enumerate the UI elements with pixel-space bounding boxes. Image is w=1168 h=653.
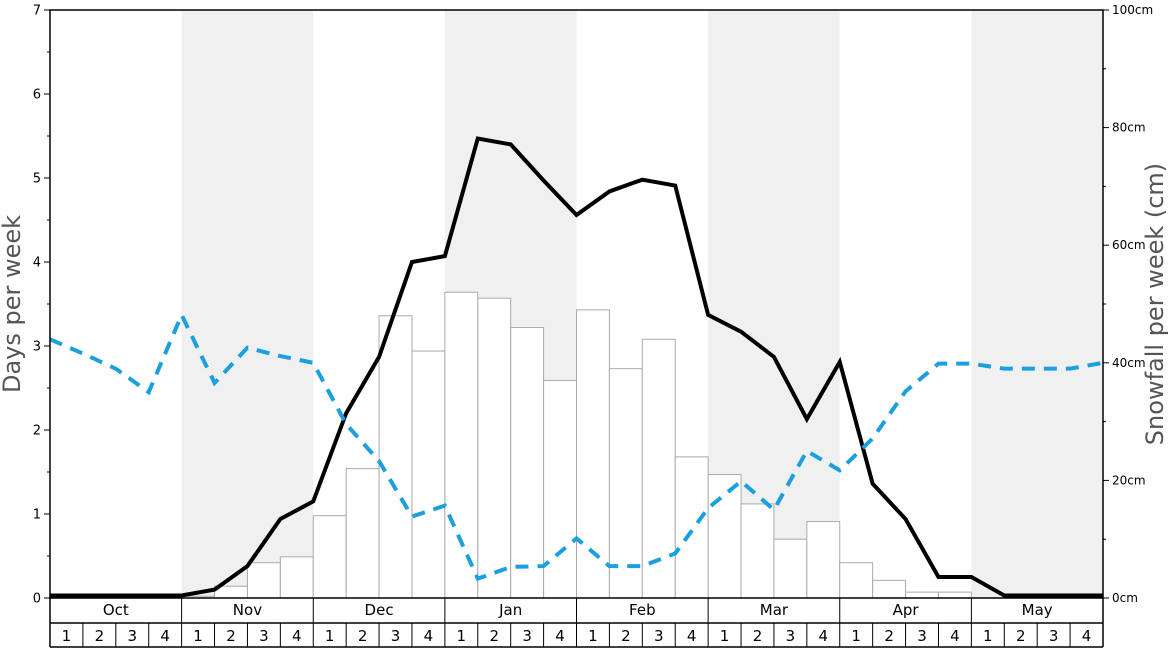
snowfall-bar-25 — [839, 562, 874, 599]
month-label-mar: Mar — [760, 601, 789, 619]
week-label: 3 — [127, 627, 137, 645]
left-tick-label: 2 — [33, 424, 41, 439]
right-axis-title: Snowfall per week (cm) — [1141, 163, 1168, 445]
snowfall-bar-26 — [872, 579, 907, 599]
week-label: 1 — [851, 627, 861, 645]
left-tick-label: 1 — [33, 508, 41, 523]
right-tick-label: 80cm — [1112, 121, 1146, 135]
week-label: 4 — [555, 627, 565, 645]
month-label-apr: Apr — [893, 601, 920, 619]
snowfall-bar-22 — [740, 503, 775, 599]
left-axis-title: Days per week — [0, 215, 26, 393]
week-label: 3 — [391, 627, 401, 645]
week-label: 3 — [786, 627, 796, 645]
month-shade-nov — [181, 10, 314, 598]
snowfall-bar-7 — [246, 562, 281, 599]
week-label: 2 — [884, 627, 894, 645]
left-tick-label: 6 — [33, 88, 41, 103]
snowfall-bar-16 — [543, 379, 577, 599]
week-label: 2 — [358, 627, 368, 645]
snowfall-bar-14 — [477, 297, 512, 599]
week-label: 4 — [160, 627, 170, 645]
left-axis: 0 1 2 3 4 5 6 7 — [33, 4, 50, 607]
right-tick-label: 40cm — [1112, 356, 1146, 370]
week-label: 1 — [720, 627, 730, 645]
week-label: 1 — [983, 627, 993, 645]
right-tick-label: 0cm — [1112, 591, 1138, 605]
right-tick-label: 100cm — [1112, 3, 1153, 17]
snowfall-bar-23 — [773, 538, 808, 599]
week-label: 2 — [489, 627, 499, 645]
week-label: 1 — [325, 627, 335, 645]
snowfall-bar-15 — [510, 327, 545, 599]
week-label: 4 — [1082, 627, 1092, 645]
snowfall-bar-28 — [937, 591, 972, 599]
snowfall-bar-10 — [345, 468, 380, 599]
snowfall-bar-27 — [905, 591, 939, 599]
snowfall-bar-11 — [378, 315, 413, 599]
week-label: 4 — [424, 627, 434, 645]
dashed-line-series — [49, 310, 1104, 582]
week-label: 3 — [522, 627, 532, 645]
week-label: 4 — [687, 627, 697, 645]
left-tick-label: 3 — [33, 340, 41, 355]
week-label: 3 — [259, 627, 269, 645]
right-tick-label: 20cm — [1112, 473, 1146, 487]
left-tick-label: 4 — [33, 256, 41, 271]
week-label: 2 — [1016, 627, 1026, 645]
x-axis: Oct Nov Dec Jan Feb Mar Apr May 1 2 3 4 1 2 3 4 1 2 3 4 1 2 3 4… — [49, 598, 1104, 648]
week-label: 3 — [654, 627, 664, 645]
left-tick-label: 7 — [33, 4, 41, 19]
week-label: 1 — [588, 627, 598, 645]
week-label: 2 — [226, 627, 236, 645]
solid-line — [50, 136, 1103, 598]
dashed-line — [49, 310, 1104, 582]
month-label-may: May — [1022, 601, 1053, 619]
week-label: 4 — [292, 627, 302, 645]
snowfall-bar-21 — [707, 474, 742, 599]
week-label: 2 — [753, 627, 763, 645]
week-label: 4 — [819, 627, 829, 645]
month-label-jan: Jan — [498, 601, 522, 619]
snowfall-bar-8 — [279, 556, 314, 599]
snowfall-bar-12 — [411, 350, 446, 599]
snowfall-bar-20 — [674, 456, 709, 599]
month-label-nov: Nov — [233, 601, 262, 619]
month-label-feb: Feb — [629, 601, 656, 619]
week-label: 3 — [917, 627, 927, 645]
week-label: 1 — [457, 627, 467, 645]
snowfall-bar-9 — [312, 515, 347, 599]
week-label: 2 — [95, 627, 105, 645]
month-shade-may — [971, 10, 1103, 598]
week-label: 4 — [950, 627, 960, 645]
month-label-dec: Dec — [365, 601, 394, 619]
snowfall-bar-18 — [608, 368, 643, 599]
solid-line-series — [50, 136, 1103, 598]
left-tick-label: 5 — [33, 172, 41, 187]
right-tick-label: 60cm — [1112, 238, 1146, 252]
week-label: 3 — [1049, 627, 1059, 645]
left-tick-label: 0 — [33, 592, 41, 607]
snowfall-bar-13 — [444, 291, 479, 599]
week-label: 1 — [193, 627, 203, 645]
week-label: 1 — [62, 627, 72, 645]
snowfall-bar-24 — [806, 521, 841, 599]
week-label: 2 — [621, 627, 631, 645]
month-label-oct: Oct — [103, 601, 129, 619]
right-axis: 0cm 20cm 40cm 60cm 80cm 100cm — [1103, 3, 1153, 605]
